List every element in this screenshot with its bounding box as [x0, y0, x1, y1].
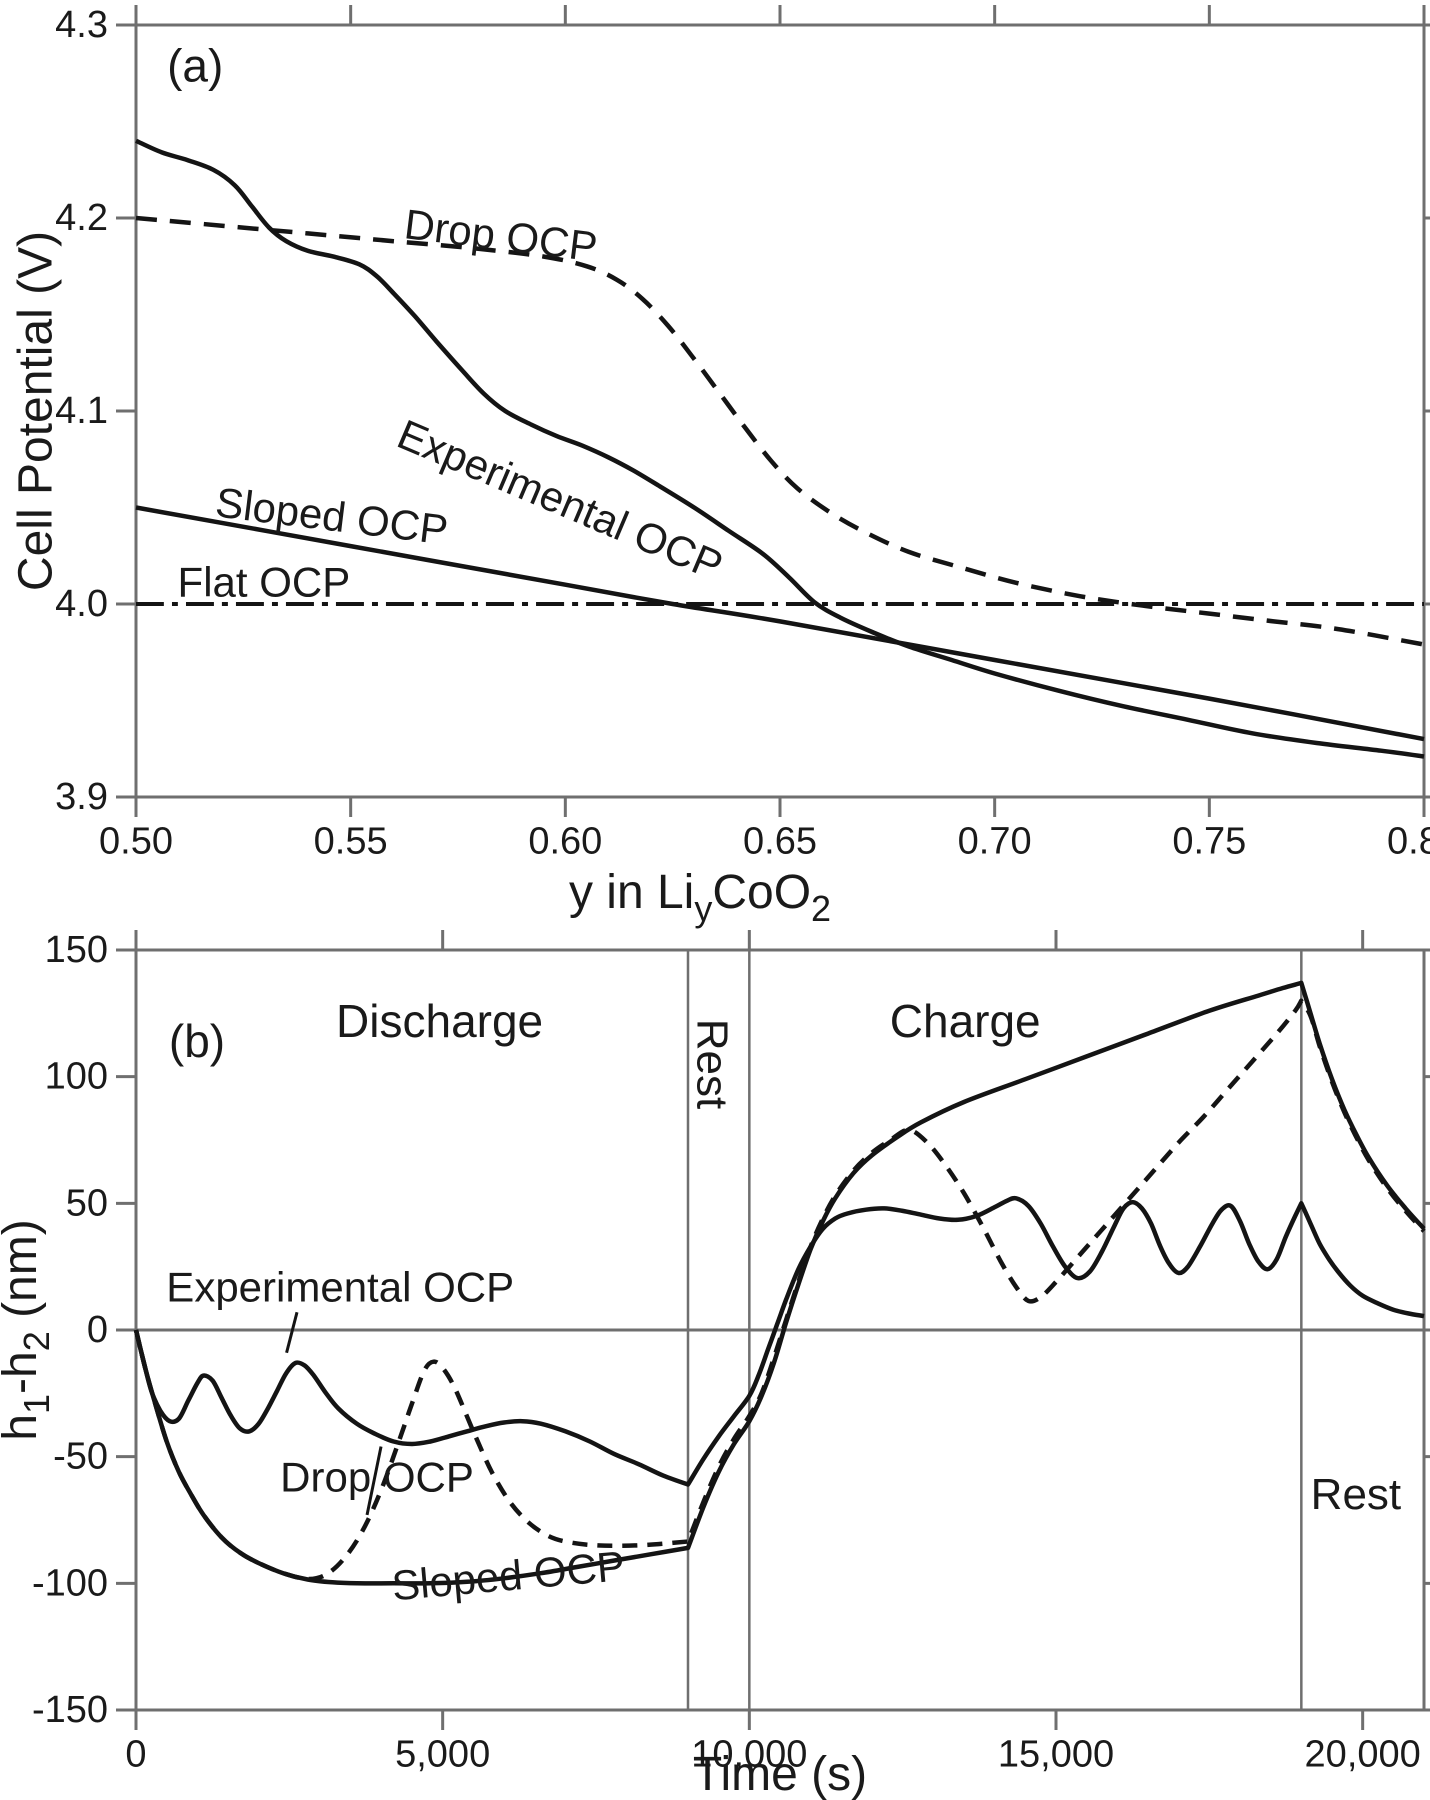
panel-b-y-tick-label-50: 50 — [66, 1182, 108, 1224]
panel-b-x-tick-label-20-000: 20,000 — [1305, 1733, 1421, 1775]
panel-b-x-axis-title: Time (s) — [693, 1748, 867, 1800]
panel-b-leader-line-1 — [365, 1446, 383, 1516]
panel-a-x-tick-label-0-75: 0.75 — [1172, 820, 1246, 862]
panel-b-series-experimental-ocp — [133, 1195, 1425, 1487]
panel-a-x-tick-label-0-65: 0.65 — [743, 820, 817, 862]
panel-a-cell-potential-chart: 0.50 0.55 0.60 0.65 0.70 0.75 0.80 4.3 4.2 4.1 4.0… — [55, 4, 1430, 862]
panel-a-x-axis-title: y in LiyCoO2 — [569, 866, 831, 929]
panel-b-y-tick-label-100: -100 — [32, 1562, 108, 1604]
panel-b-label-discharge: Discharge — [336, 995, 543, 1047]
panel-a-series-drop-ocp — [135, 215, 1425, 647]
panel-a-y-tick-label-4-2: 4.2 — [55, 197, 108, 239]
panel-a-x-tick-label-0-55: 0.55 — [314, 820, 388, 862]
panel-b-y-tick-label-0: 0 — [87, 1309, 108, 1351]
panel-a-frame — [134, 23, 1426, 799]
panel-b-height-difference-chart: 0 5,000 10,000 15,000 20,000 150 100 50 0 -50 -100… — [32, 929, 1430, 1775]
panel-a-y-tick-label-4-3: 4.3 — [55, 4, 108, 46]
panel-a-x-tick-label-0-50: 0.50 — [99, 820, 173, 862]
panel-a-label-drop-ocp: Drop OCP — [402, 200, 600, 270]
panel-a-y-axis-title: Cell Potential (V) — [10, 231, 63, 591]
panel-a-label-a: (a) — [167, 40, 223, 92]
panel-b-label-drop-ocp: Drop OCP — [280, 1453, 474, 1500]
panel-a-y-tick-label-4-0: 4.0 — [55, 583, 108, 625]
panel-b-label-rest: Rest — [687, 1019, 736, 1109]
panel-b-y-tick-label-150: -150 — [32, 1689, 108, 1731]
panel-a-label-flat-ocp: Flat OCP — [178, 558, 351, 605]
panel-b-series-drop-ocp — [133, 998, 1426, 1582]
panel-b-label-charge: Charge — [890, 995, 1041, 1047]
panel-b-x-tick-label-5-000: 5,000 — [395, 1733, 490, 1775]
panel-b-leader-line-0 — [285, 1311, 299, 1354]
panel-a-series-sloped-ocp — [135, 505, 1425, 742]
panel-b-y-tick-label-100: 100 — [45, 1056, 108, 1098]
panel-b-label-rest: Rest — [1311, 1470, 1401, 1519]
panel-a-series-experimental-ocp — [135, 138, 1425, 759]
panel-a-y-tick-label-4-1: 4.1 — [55, 390, 108, 432]
panel-b-x-tick-label-10-000: 10,000 — [691, 1733, 807, 1775]
panel-a-x-tick-label-0-80: 0.80 — [1387, 820, 1430, 862]
panel-b-y-tick-label-150: 150 — [45, 929, 108, 971]
panel-b-x-tick-label-0: 0 — [125, 1733, 146, 1775]
panel-b-y-axis-title: h1-h2 (nm) — [0, 1219, 57, 1440]
panel-b-x-tick-label-15-000: 15,000 — [998, 1733, 1114, 1775]
panel-b-label-b: (b) — [169, 1015, 225, 1067]
panel-b-label-experimental-ocp: Experimental OCP — [166, 1263, 514, 1310]
panel-a-y-tick-label-3-9: 3.9 — [55, 776, 108, 818]
panel-a-x-tick-label-0-60: 0.60 — [528, 820, 602, 862]
panel-b-label-sloped-ocp: Sloped OCP — [390, 1542, 627, 1609]
panel-a-x-tick-label-0-70: 0.70 — [958, 820, 1032, 862]
panel-b-y-tick-label-50: -50 — [53, 1436, 108, 1478]
